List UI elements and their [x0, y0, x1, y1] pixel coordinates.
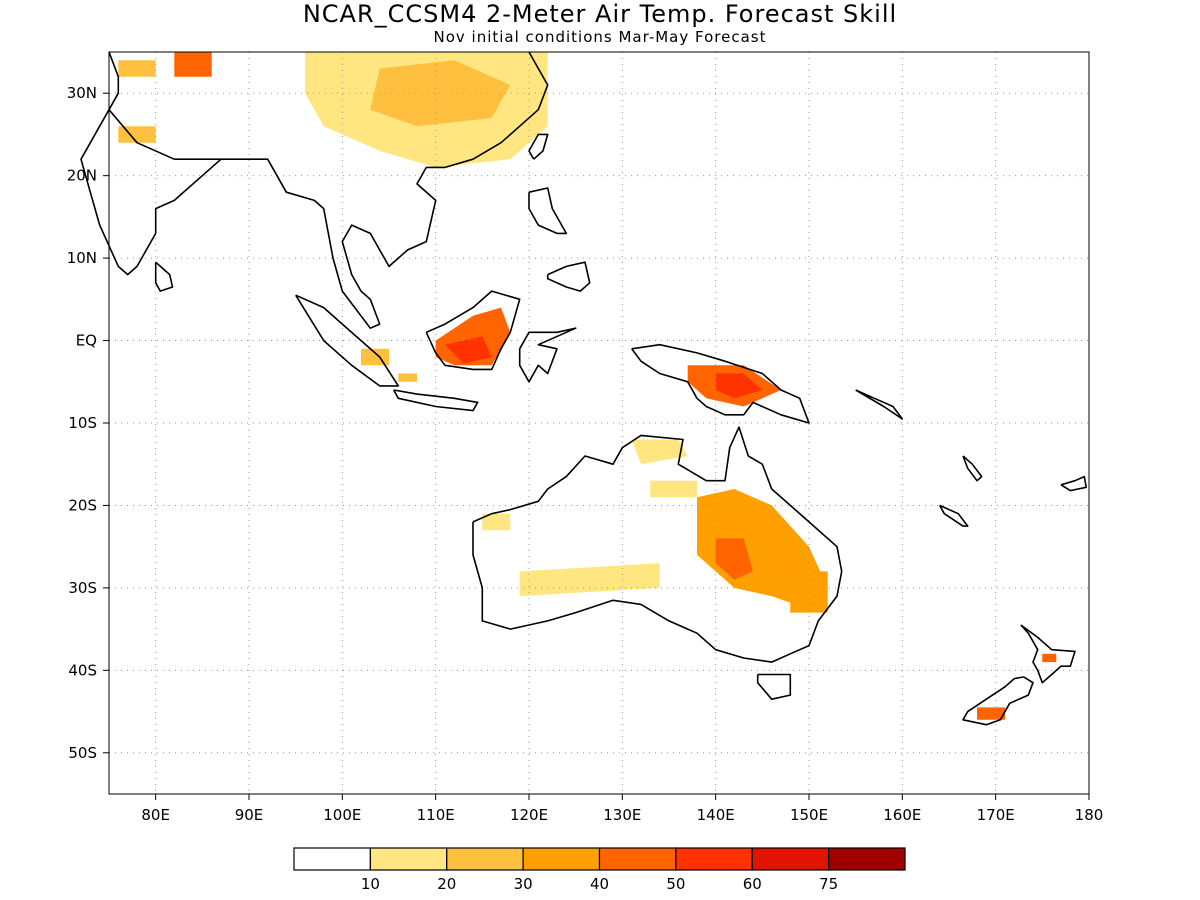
coastline-sumatra: [295, 294, 400, 387]
lon-tick-label: 180: [1075, 806, 1104, 824]
skill-region-south-island-nz: [977, 707, 1005, 720]
lat-lon-grid: [109, 52, 1089, 794]
skill-region-india-patches: [118, 126, 156, 143]
colorbar: 10 20 30 40 50 60 75: [293, 847, 906, 893]
skill-region-west-australia: [482, 513, 511, 531]
skill-region-tibet-hotspot: [174, 52, 212, 77]
coastline-asia-mainland: [108, 51, 549, 330]
coastline-taiwan: [528, 133, 549, 160]
coastline-luzon: [528, 187, 568, 235]
coastline-nz-south-island: [962, 676, 1034, 726]
coastline-new-guinea: [631, 343, 810, 424]
coastline-vanuatu: [962, 455, 983, 482]
coastline-layer: [80, 51, 1087, 726]
skill-region-china-core: [370, 60, 511, 127]
coastline-tasmania: [756, 673, 792, 701]
colorbar-swatch: [828, 847, 906, 871]
skill-region-north-australia: [631, 439, 688, 465]
colorbar-swatch: [369, 847, 448, 871]
map-title: NCAR_CCSM4 2-Meter Air Temp. Forecast Sk…: [302, 0, 898, 28]
skill-region-sumatra: [361, 348, 389, 366]
colorbar-swatch: [675, 847, 753, 871]
colorbar-swatch: [446, 847, 524, 871]
lat-tick-label: 40S: [68, 661, 97, 679]
skill-region-java: [398, 373, 417, 382]
lon-tick-label: 130E: [603, 806, 641, 824]
colorbar-label: 20: [437, 875, 456, 893]
lat-tick-label: 10N: [67, 249, 97, 267]
skill-region-new-guinea-core: [715, 373, 763, 399]
coastline-borneo: [425, 290, 521, 371]
coastline-new-caledonia: [939, 504, 969, 527]
map-subtitle: Nov initial conditions Mar-May Forecast: [433, 28, 767, 46]
coastline-java: [393, 389, 479, 412]
skill-region-queensland-core: [715, 538, 753, 580]
lat-tick-label: 30N: [67, 84, 97, 102]
colorbar-label: 50: [666, 875, 685, 893]
lat-tick-label: EQ: [76, 332, 97, 350]
lon-tick-label: 110E: [417, 806, 455, 824]
lat-tick-label: 10S: [68, 414, 97, 432]
colorbar-swatch: [522, 847, 601, 871]
skill-region-borneo-core: [445, 336, 492, 364]
colorbar-label: 60: [743, 875, 762, 893]
colorbar-swatch: [598, 847, 677, 871]
skill-region-north-india: [118, 60, 156, 77]
lon-tick-label: 170E: [977, 806, 1015, 824]
coastline-sri-lanka: [154, 261, 174, 292]
colorbar-label: 40: [590, 875, 609, 893]
longitude-labels: 80E 90E 100E 110E 120E 130E 140E 150E 160E 170E 18…: [141, 794, 1103, 824]
colorbar-label: 10: [361, 875, 380, 893]
skill-region-north-island-nz: [1042, 653, 1057, 663]
lon-tick-label: 160E: [883, 806, 921, 824]
lon-tick-label: 150E: [790, 806, 828, 824]
coastline-mindanao: [546, 261, 591, 292]
lon-tick-label: 80E: [141, 806, 170, 824]
skill-shading-layer: [118, 52, 1057, 720]
lat-tick-label: 30S: [68, 579, 97, 597]
lon-tick-label: 100E: [323, 806, 361, 824]
coastline-fiji: [1060, 475, 1087, 492]
colorbar-label: 75: [819, 875, 838, 893]
coastline-nz-north-island: [1020, 624, 1076, 684]
lat-tick-label: 20N: [67, 167, 97, 185]
lon-tick-label: 90E: [235, 806, 264, 824]
coastline-australia: [472, 426, 843, 663]
lat-tick-label: 50S: [68, 744, 97, 762]
colorbar-swatch: [751, 847, 830, 871]
coastline-solomon: [855, 389, 904, 420]
latitude-labels: 30N 20N 10N EQ 10S 20S 30S 40S 50S: [67, 84, 109, 762]
lon-tick-label: 140E: [697, 806, 735, 824]
skill-region-south-australia: [519, 563, 660, 597]
lon-tick-label: 120E: [510, 806, 548, 824]
lat-tick-label: 20S: [68, 496, 97, 514]
map-frame: [108, 51, 1090, 795]
colorbar-label: 30: [514, 875, 533, 893]
coastline-sulawesi: [518, 327, 577, 383]
coastline-india-west: [80, 109, 222, 276]
colorbar-swatch: [293, 847, 371, 871]
skill-region-north-australia-2: [650, 480, 697, 498]
